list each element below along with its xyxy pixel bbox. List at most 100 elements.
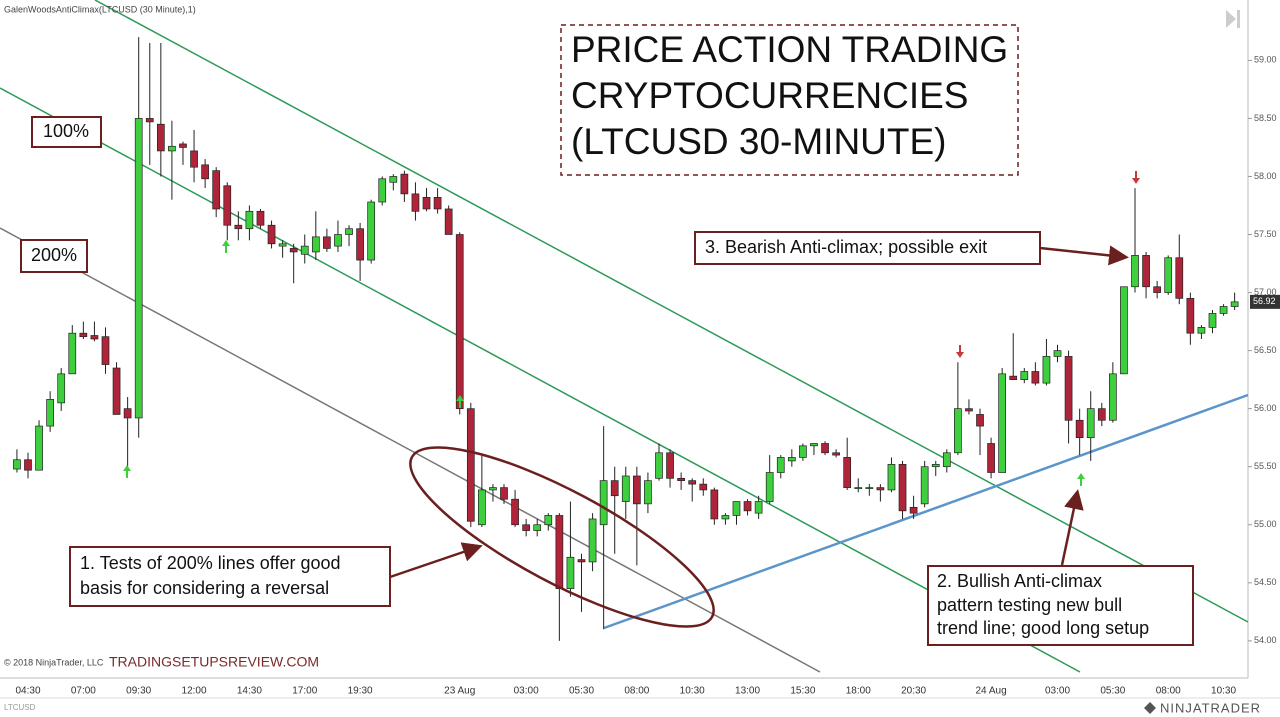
- candle-body: [234, 224, 243, 230]
- candle-body: [998, 373, 1007, 473]
- candle-body: [212, 170, 221, 210]
- candle-body: [300, 245, 309, 255]
- x-tick-label: 20:30: [901, 686, 926, 697]
- candle-body: [168, 145, 176, 152]
- candle-body: [887, 464, 896, 491]
- y-tick-label: 59.00: [1254, 55, 1277, 65]
- candle-body: [688, 480, 697, 485]
- level-box: [20, 239, 88, 273]
- candles: [13, 37, 1239, 641]
- candle-body: [942, 452, 951, 468]
- candle-body: [566, 556, 575, 589]
- y-tick-label: 54.50: [1254, 577, 1277, 587]
- candle-body: [588, 518, 597, 563]
- candle-body: [411, 193, 420, 212]
- candle-body: [555, 515, 564, 589]
- candle-body: [13, 459, 21, 470]
- candle-body: [201, 164, 209, 180]
- candle-body: [1186, 298, 1195, 334]
- trend-lines: [0, 0, 1249, 673]
- annotation-arrow: [1039, 245, 1129, 266]
- annotation-arrow: [389, 542, 483, 579]
- candle-body: [400, 173, 409, 195]
- annotation-arrow: [1060, 489, 1084, 566]
- x-tick-label: 13:00: [735, 686, 760, 697]
- candle-body: [655, 452, 663, 479]
- candle-body: [610, 480, 619, 497]
- candle-body: [1153, 286, 1161, 293]
- copyright: © 2018 NinjaTrader, LLC: [4, 657, 104, 667]
- candle-body: [455, 234, 464, 410]
- candle-body: [245, 210, 254, 230]
- candle-body: [267, 224, 276, 245]
- annotation-box: [694, 231, 1041, 265]
- x-tick-label: 08:00: [624, 686, 649, 697]
- candle-body: [356, 228, 364, 261]
- candle-body: [46, 399, 54, 427]
- title-box: [560, 24, 1019, 176]
- candle-body: [278, 243, 287, 247]
- up-arrow: [1077, 473, 1085, 486]
- candle-body: [765, 472, 774, 502]
- y-tick-label: 58.50: [1254, 113, 1277, 123]
- candle-body: [1164, 257, 1173, 293]
- candle-body: [1064, 356, 1073, 421]
- candle-body: [799, 445, 807, 458]
- candle-body: [931, 464, 940, 468]
- candle-body: [843, 457, 852, 488]
- candle-body: [1109, 373, 1117, 421]
- annotation-text: 1. Tests of 200% lines offer good: [80, 553, 341, 573]
- candle-body: [832, 452, 840, 456]
- x-tick-label: 10:30: [680, 686, 705, 697]
- title-line: CRYPTOCURRENCIES: [571, 75, 968, 116]
- candle-body: [920, 466, 929, 505]
- x-tick-label: 23 Aug: [444, 686, 475, 697]
- brand-logo: [1144, 702, 1156, 714]
- brand: NINJATRADER: [1160, 700, 1261, 715]
- candle-body: [57, 373, 66, 404]
- x-tick-label: 07:00: [71, 686, 96, 697]
- x-tick-label: 03:00: [514, 686, 539, 697]
- candle-body: [444, 208, 453, 235]
- y-tick-label: 54.00: [1254, 635, 1277, 645]
- annotation-text: pattern testing new bull: [937, 595, 1122, 615]
- annotation-text: basis for considering a reversal: [80, 578, 329, 598]
- instrument-label: LTCUSD: [4, 703, 36, 712]
- candle-body: [1197, 327, 1206, 334]
- candle-body: [810, 443, 818, 447]
- highlight-ellipse: [409, 446, 715, 628]
- title-line: PRICE ACTION TRADING: [571, 29, 1008, 70]
- candle-body: [190, 150, 198, 168]
- title-line: (LTCUSD 30-MINUTE): [571, 121, 947, 162]
- candle-body: [378, 178, 387, 203]
- candle-body: [577, 559, 586, 563]
- candle-body: [533, 524, 542, 531]
- candle-body: [35, 425, 43, 471]
- up-arrow: [123, 465, 131, 478]
- candle-body: [699, 483, 708, 491]
- y-tick-label: 56.50: [1254, 345, 1277, 355]
- candle-body: [754, 501, 763, 514]
- candle-body: [599, 480, 608, 526]
- candle-body: [721, 515, 730, 520]
- candle-body: [1208, 313, 1217, 328]
- x-tick-label: 05:30: [1100, 686, 1125, 697]
- candle-body: [909, 506, 918, 514]
- candle-body: [1097, 408, 1106, 421]
- candle-body: [1009, 375, 1018, 380]
- candle-body: [1175, 257, 1184, 299]
- x-tick-label: 05:30: [569, 686, 594, 697]
- candle-body: [644, 480, 652, 505]
- candle-body: [776, 457, 785, 473]
- y-tick-label: 58.00: [1254, 171, 1277, 181]
- candle-body: [965, 408, 973, 412]
- candle-body: [1131, 255, 1139, 288]
- candle-body: [1031, 371, 1040, 384]
- candle-body: [323, 236, 331, 249]
- x-tick-label: 15:30: [790, 686, 815, 697]
- y-tick-label: 55.00: [1254, 519, 1277, 529]
- candle-body: [710, 489, 719, 520]
- panel-toggle[interactable]: [1226, 10, 1240, 28]
- x-tick-label: 08:00: [1156, 686, 1181, 697]
- candle-body: [898, 464, 907, 512]
